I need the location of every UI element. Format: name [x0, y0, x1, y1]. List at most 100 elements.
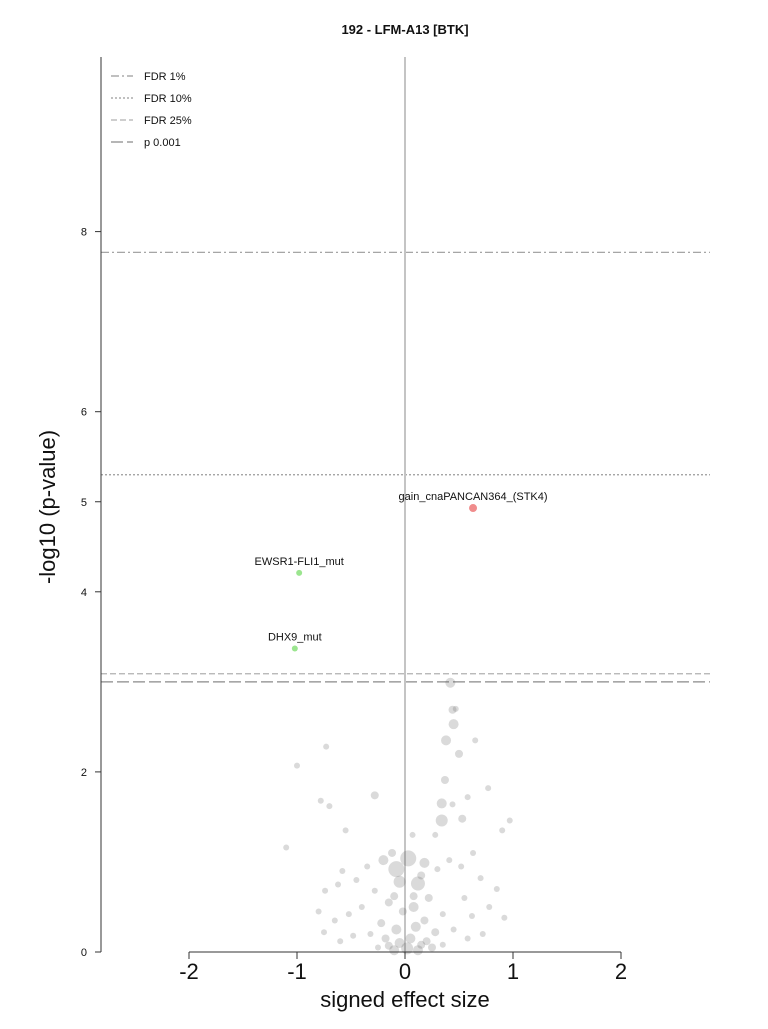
data-point: [294, 762, 300, 769]
x-axis-label: signed effect size: [320, 987, 490, 1012]
data-point: [472, 737, 479, 744]
data-point: [424, 893, 433, 902]
data-point: [422, 937, 431, 946]
data-point: [371, 887, 378, 894]
data-point: [408, 901, 419, 912]
data-point: [440, 776, 449, 785]
data-point: [317, 797, 324, 804]
data-point: [401, 942, 414, 955]
data-point: [417, 940, 426, 949]
x-tick-label: -1: [287, 959, 307, 984]
x-tick-label: 1: [507, 959, 519, 984]
x-tick-label: -2: [179, 959, 199, 984]
x-tick-label: 2: [615, 959, 627, 984]
data-point: [339, 867, 346, 874]
data-point: [335, 881, 342, 888]
background-points: [283, 677, 513, 956]
data-point: [468, 912, 475, 919]
data-point: [377, 919, 386, 928]
data-point: [435, 814, 448, 827]
data-point: [375, 944, 381, 951]
highlighted-point-0: [469, 504, 478, 513]
data-point: [315, 908, 322, 915]
data-point: [419, 857, 430, 868]
data-point: [410, 921, 421, 932]
data-point: [353, 876, 360, 883]
data-point: [458, 814, 467, 823]
data-point: [400, 850, 417, 867]
data-point: [390, 892, 399, 901]
highlighted-point-label-1: EWSR1-FLI1_mut: [255, 556, 344, 568]
data-point: [428, 943, 436, 952]
data-point: [486, 903, 493, 910]
data-point: [439, 911, 446, 918]
data-point: [493, 885, 500, 892]
data-point: [378, 855, 389, 866]
data-point: [331, 917, 338, 924]
y-axis-label: -log10 (p-value): [35, 430, 60, 584]
legend-label-0: FDR 1%: [144, 71, 186, 83]
data-point: [446, 857, 453, 864]
data-point: [323, 743, 330, 750]
data-point: [393, 875, 406, 888]
data-point: [326, 803, 333, 810]
data-point: [448, 705, 457, 714]
y-tick-label: 8: [81, 227, 87, 239]
data-point: [436, 798, 447, 809]
data-point: [410, 876, 425, 891]
y-tick-label: 0: [81, 947, 87, 959]
data-point: [409, 892, 418, 901]
data-point: [345, 911, 352, 918]
data-point: [432, 831, 439, 838]
legend-label-2: FDR 25%: [144, 115, 192, 127]
data-point: [283, 844, 290, 851]
legend: FDR 1% FDR 10% FDR 25% p 0.001: [111, 71, 192, 149]
data-point: [370, 791, 379, 800]
data-point: [384, 898, 393, 907]
highlighted-point-label-2: DHX9_mut: [268, 632, 322, 644]
data-point: [367, 930, 374, 937]
data-point: [455, 749, 463, 758]
data-point: [417, 871, 426, 880]
data-point: [450, 926, 457, 933]
data-point: [464, 794, 471, 801]
data-point: [441, 735, 452, 746]
y-tick-label: 4: [81, 587, 87, 599]
data-point: [409, 831, 416, 838]
data-point: [405, 933, 416, 944]
data-point: [394, 937, 405, 948]
data-point: [381, 934, 390, 943]
highlighted-points: gain_cnaPANCAN364_(STK4) EWSR1-FLI1_mut DH…: [255, 491, 548, 652]
data-point: [358, 903, 365, 910]
chart-title: 192 - LFM-A13 [BTK]: [341, 22, 468, 37]
data-point: [434, 866, 441, 873]
data-point: [384, 941, 393, 950]
data-point: [445, 677, 456, 688]
data-point: [350, 932, 357, 939]
highlighted-point-label-0: gain_cnaPANCAN364_(STK4): [399, 491, 548, 503]
data-point: [388, 861, 405, 878]
axes: 0 2 4 5 6 8 -2 -1 0 1 2: [81, 57, 627, 984]
data-point: [458, 863, 465, 870]
data-point: [501, 914, 508, 921]
data-point: [431, 928, 440, 937]
data-point: [391, 924, 402, 935]
highlighted-point-2: [291, 645, 298, 652]
highlighted-point-1: [296, 569, 303, 576]
data-point: [337, 938, 344, 945]
data-point: [412, 945, 423, 956]
data-point: [449, 801, 456, 808]
data-point: [420, 916, 429, 925]
data-point: [470, 849, 477, 856]
data-point: [389, 945, 400, 956]
data-point: [477, 875, 484, 882]
data-point: [322, 887, 329, 894]
data-point: [388, 848, 397, 857]
y-tick-label: 2: [81, 767, 87, 779]
data-point: [461, 894, 468, 901]
data-point: [452, 705, 459, 712]
data-point: [364, 863, 371, 870]
data-point: [479, 930, 486, 937]
